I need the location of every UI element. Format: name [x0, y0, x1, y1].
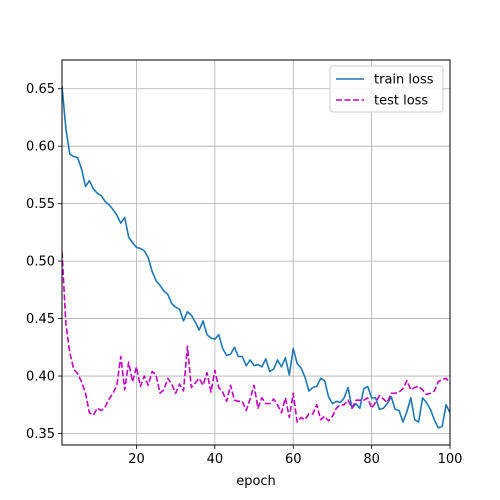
y-tick-label: 0.65	[26, 82, 55, 97]
legend: train loss test loss	[329, 65, 444, 113]
y-tick-label: 0.40	[26, 370, 55, 385]
legend-label: test loss	[374, 94, 428, 109]
grid-lines	[62, 60, 451, 445]
x-tick-label: 20	[128, 452, 145, 467]
legend-label: train loss	[374, 73, 434, 88]
x-tick-label: 100	[438, 452, 463, 467]
series-line-train-loss	[62, 86, 450, 429]
series-layer	[62, 86, 450, 429]
x-tick-label: 40	[207, 452, 224, 467]
y-tick-label: 0.35	[26, 427, 55, 442]
plot-frame	[61, 59, 451, 446]
series-line-test-loss	[62, 251, 450, 423]
y-tick-label: 0.60	[26, 140, 55, 155]
y-tick-label: 0.45	[26, 312, 55, 327]
x-tick-label: 80	[363, 452, 380, 467]
x-axis-label: epoch	[236, 474, 276, 489]
x-tick-label: 60	[285, 452, 302, 467]
y-tick-label: 0.55	[26, 197, 55, 212]
axis-ticks: 20 40 60 80 100 0.35 0.40 0.45 0.50 0.55 0.60 0.65	[26, 82, 462, 467]
y-tick-label: 0.50	[26, 255, 55, 270]
